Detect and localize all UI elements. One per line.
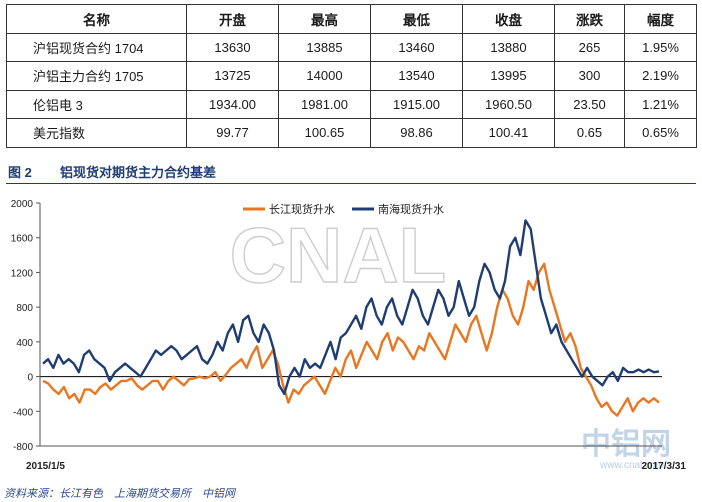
basis-line-chart: CNAL 中铝网 www.cnal.com -800 -400 0 400 800 120… <box>11 199 687 472</box>
legend-label: 长江现货升水 <box>269 202 335 216</box>
table-cell: 1915.00 <box>370 89 463 119</box>
table-cell: 1981.00 <box>278 89 371 119</box>
col-header-high: 最高 <box>278 4 371 34</box>
table-cell: 14000 <box>278 61 371 91</box>
table-cell: 1960.50 <box>462 89 555 119</box>
quote-table: 名称 开盘 最高 最低 收盘 涨跌 幅度 沪铝现货合约 1704 13630 1… <box>6 4 697 148</box>
table-cell: 1934.00 <box>186 89 279 119</box>
table-cell: 13630 <box>186 32 279 62</box>
table-row: 美元指数 99.77 100.65 98.86 100.41 0.65 0.65… <box>6 118 697 148</box>
y-tick-label: 800 <box>16 303 33 314</box>
table-cell: 沪铝现货合约 1704 <box>6 32 187 62</box>
col-header-open: 开盘 <box>186 4 279 34</box>
table-cell: 2.19% <box>624 61 697 91</box>
table-cell: 13880 <box>462 32 555 62</box>
table-row: 沪铝现货合约 1704 13630 13885 13460 13880 265 … <box>6 32 697 62</box>
table-cell: 13995 <box>462 61 555 91</box>
col-header-name: 名称 <box>6 4 187 34</box>
table-cell: 0.65 <box>554 118 625 148</box>
series-line-nanhai <box>42 219 660 396</box>
col-header-pct: 幅度 <box>624 4 697 34</box>
col-header-change: 涨跌 <box>554 4 625 34</box>
source-note: 资料来源：长江有色 上海期货交易所 中铝网 <box>4 488 235 500</box>
table-cell: 99.77 <box>186 118 279 148</box>
col-header-low: 最低 <box>370 4 463 34</box>
watermark-logo: 中铝网 <box>581 427 671 462</box>
col-header-close: 收盘 <box>462 4 555 34</box>
x-tick-label: 2017/3/31 <box>642 461 687 472</box>
table-cell: 沪铝主力合约 1705 <box>6 61 187 91</box>
legend-label: 南海现货升水 <box>378 202 444 216</box>
table-row: 沪铝主力合约 1705 13725 14000 13540 13995 300 … <box>6 61 697 91</box>
y-tick-label: 1200 <box>11 268 34 279</box>
table-cell: 265 <box>554 32 625 62</box>
table-cell: 0.65% <box>624 118 697 148</box>
y-tick-label: 1600 <box>11 234 34 245</box>
y-tick-label: -400 <box>13 407 33 418</box>
table-header-row: 名称 开盘 最高 最低 收盘 涨跌 幅度 <box>6 4 697 34</box>
table-cell: 美元指数 <box>6 118 187 148</box>
table-cell: 13885 <box>278 32 371 62</box>
x-tick-label: 2015/1/5 <box>26 461 65 472</box>
table-cell: 13540 <box>370 61 463 91</box>
figure-title-bar: 图 2 铝现货对期货主力合约基差 <box>6 160 696 184</box>
table-cell: 1.95% <box>624 32 697 62</box>
watermark-url: www.cnal.com <box>599 460 664 471</box>
figure-title: 铝现货对期货主力合约基差 <box>60 165 217 180</box>
y-tick-label: 0 <box>27 373 33 384</box>
y-tick-label: 2000 <box>11 199 34 210</box>
y-tick-label: 400 <box>16 338 33 349</box>
table-cell: 300 <box>554 61 625 91</box>
figure-number: 图 2 <box>8 165 32 180</box>
series-line-changjiang <box>42 262 660 417</box>
table-cell: 98.86 <box>370 118 463 148</box>
table-cell: 100.65 <box>278 118 371 148</box>
table-cell: 13460 <box>370 32 463 62</box>
table-cell: 23.50 <box>554 89 625 119</box>
table-cell: 100.41 <box>462 118 555 148</box>
table-cell: 伦铝电 3 <box>6 89 187 119</box>
watermark-cnal: CNAL <box>230 211 447 299</box>
y-tick-label: -800 <box>13 442 33 453</box>
table-row: 伦铝电 3 1934.00 1981.00 1915.00 1960.50 23… <box>6 89 697 119</box>
table-cell: 1.21% <box>624 89 697 119</box>
table-cell: 13725 <box>186 61 279 91</box>
